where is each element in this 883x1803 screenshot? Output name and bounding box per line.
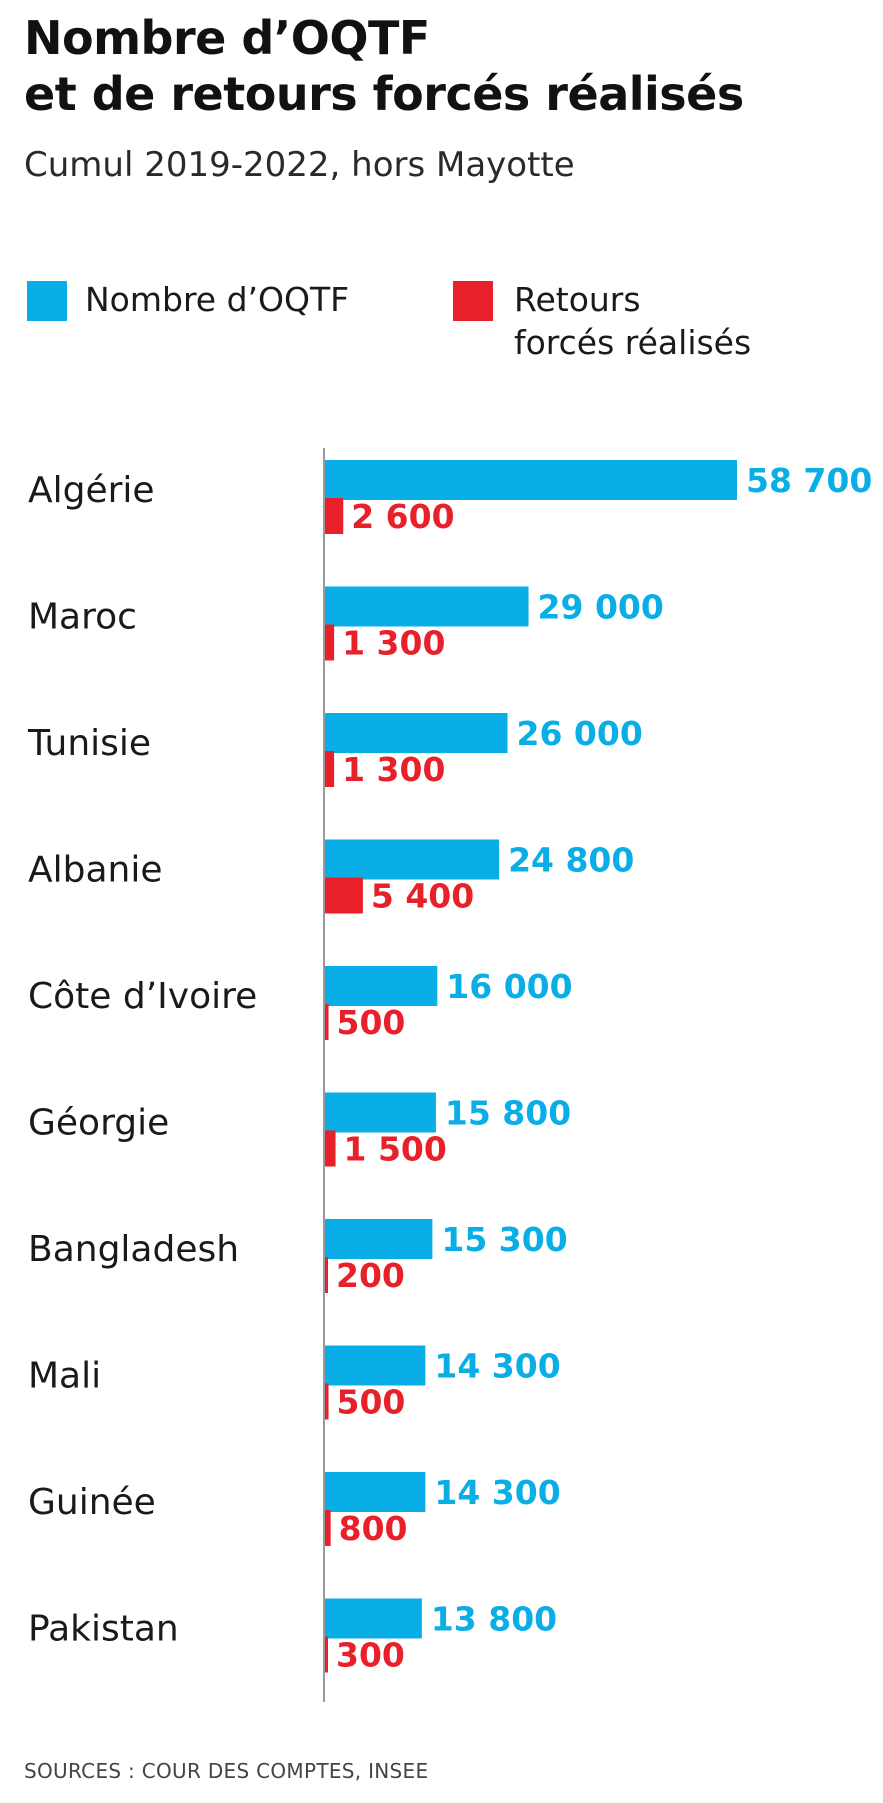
value-label-oqtf: 14 300 <box>434 1473 560 1512</box>
chart-title-line-1: Nombre d’OQTF <box>24 11 430 65</box>
legend-label-oqtf-line-1: Nombre d’OQTF <box>85 280 350 319</box>
category-label: Géorgie <box>28 1103 169 1144</box>
bar-oqtf <box>325 1598 422 1639</box>
bar-retours <box>325 1383 329 1420</box>
bar-retours <box>325 1004 329 1040</box>
bar-oqtf <box>325 966 438 1006</box>
bar-oqtf <box>325 1345 426 1386</box>
legend-swatch-retours <box>453 281 493 321</box>
value-label-oqtf: 24 800 <box>508 841 634 880</box>
bar-chart: Algérie 58 700 2 600 Maroc 29 000 1 300 Tunisi… <box>27 448 872 1702</box>
category-label: Albanie <box>28 850 163 891</box>
value-label-retours: 1 300 <box>342 624 445 663</box>
value-label-oqtf: 15 300 <box>441 1220 567 1259</box>
category-label: Tunisie <box>27 723 151 764</box>
category-label: Bangladesh <box>28 1229 239 1270</box>
bar-oqtf <box>325 839 500 880</box>
bar-retours <box>325 1257 328 1293</box>
value-label-retours: 800 <box>339 1509 408 1548</box>
bar-oqtf <box>325 1472 426 1512</box>
bar-retours <box>325 877 363 914</box>
legend-label-retours-line-1: Retours <box>514 280 641 319</box>
value-label-oqtf: 29 000 <box>538 588 664 627</box>
legend-label-retours: Retours forcés réalisés <box>514 278 751 364</box>
chart-title: Nombre d’OQTF et de retours forcés réali… <box>24 10 744 122</box>
category-label: Mali <box>28 1356 101 1397</box>
value-label-retours: 2 600 <box>351 497 454 536</box>
value-label-oqtf: 15 800 <box>445 1094 571 1133</box>
value-label-retours: 1 300 <box>342 750 445 789</box>
value-label-oqtf: 16 000 <box>446 967 572 1006</box>
bar-oqtf <box>325 713 508 753</box>
value-label-oqtf: 58 700 <box>746 461 872 500</box>
value-label-retours: 5 400 <box>371 877 474 916</box>
value-label-retours: 300 <box>336 1636 405 1675</box>
bar-oqtf <box>325 460 737 500</box>
category-label: Algérie <box>28 470 155 511</box>
bar-groups: Algérie 58 700 2 600 Maroc 29 000 1 300 Tunisi… <box>27 460 872 1675</box>
value-label-retours: 200 <box>336 1256 405 1295</box>
category-label: Maroc <box>28 597 137 638</box>
bar-retours <box>325 624 335 661</box>
legend-label-retours-line-2: forcés réalisés <box>514 323 752 362</box>
bar-retours <box>325 498 344 534</box>
bar-retours <box>325 751 335 787</box>
value-label-oqtf: 14 300 <box>434 1347 560 1386</box>
bar-oqtf <box>325 1219 433 1259</box>
bar-retours <box>325 1130 336 1167</box>
source-note: SOURCES : COUR DES COMPTES, INSEE <box>24 1759 429 1783</box>
category-label: Côte d’Ivoire <box>28 976 257 1017</box>
bar-retours <box>325 1636 328 1673</box>
bar-oqtf <box>325 1092 436 1133</box>
bar-retours <box>325 1510 331 1546</box>
chart-title-line-2: et de retours forcés réalisés <box>24 67 744 121</box>
chart-subtitle: Cumul 2019-2022, hors Mayotte <box>24 145 575 185</box>
category-label: Pakistan <box>28 1609 179 1650</box>
bar-oqtf <box>325 586 529 627</box>
value-label-oqtf: 26 000 <box>516 714 642 753</box>
legend-swatch-oqtf <box>27 281 67 321</box>
category-label: Guinée <box>28 1482 156 1523</box>
value-label-retours: 1 500 <box>344 1130 447 1169</box>
value-label-oqtf: 13 800 <box>431 1600 557 1639</box>
value-label-retours: 500 <box>337 1383 406 1422</box>
legend-label-oqtf: Nombre d’OQTF <box>85 278 349 321</box>
value-label-retours: 500 <box>337 1003 406 1042</box>
